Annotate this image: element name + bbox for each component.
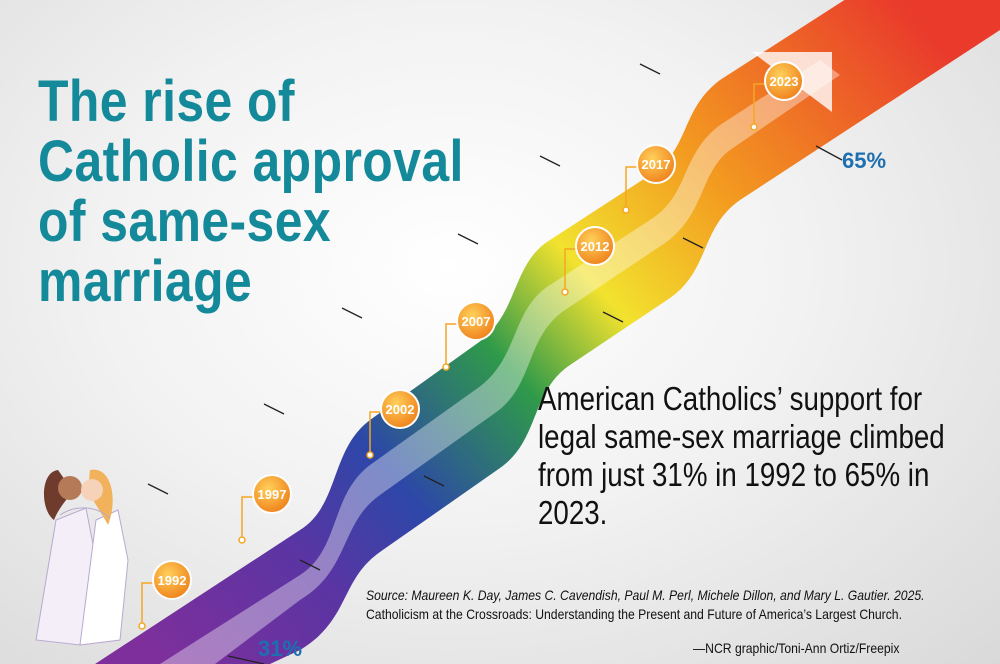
couple-illustration	[35, 469, 129, 646]
year-marker-2012: 2012	[561, 226, 615, 296]
year-marker-2002: 2002	[366, 389, 420, 459]
year-label: 2007	[462, 314, 491, 329]
marker-dot	[238, 536, 246, 544]
band-tick-marks	[147, 63, 843, 664]
marker-dot	[138, 622, 146, 630]
marker-dot	[750, 123, 758, 131]
year-marker-circle	[575, 226, 615, 266]
year-label: 2023	[770, 74, 799, 89]
graphic-credit: —NCR graphic/Toni-Ann Ortiz/Freepix	[693, 640, 900, 656]
year-marker-2023: 2023	[750, 61, 804, 131]
year-marker-circle	[764, 61, 804, 101]
year-marker-1992: 1992	[138, 560, 192, 630]
year-marker-circle	[380, 389, 420, 429]
source-book: Catholicism at the Crossroads: Understan…	[366, 606, 902, 622]
end-value-label: 65%	[842, 148, 886, 173]
source-citation: Source: Maureen K. Day, James C. Cavendi…	[366, 587, 925, 603]
year-marker-1997: 1997	[238, 474, 292, 544]
year-label: 1992	[158, 573, 187, 588]
year-markers: 1992 1997 2002 2007 2012 2017 2023	[138, 61, 804, 630]
year-label: 2017	[642, 157, 671, 172]
chart-subtitle: American Catholics’ support for legal sa…	[538, 380, 945, 531]
year-label: 2012	[581, 239, 610, 254]
year-marker-2007: 2007	[442, 301, 496, 371]
chart-title: The rise of Catholic approval of same-se…	[38, 69, 464, 314]
source-note: Source: Maureen K. Day, James C. Cavendi…	[366, 586, 992, 624]
year-marker-circle	[252, 474, 292, 514]
start-value-label: 31%	[258, 636, 302, 661]
year-marker-2017: 2017	[622, 144, 676, 214]
year-marker-circle	[636, 144, 676, 184]
marker-dot	[561, 288, 569, 296]
rainbow-band-highlight	[160, 60, 840, 664]
year-marker-circle	[456, 301, 496, 341]
year-label: 2002	[386, 402, 415, 417]
marker-dot	[366, 451, 374, 459]
marker-dot	[442, 363, 450, 371]
year-label: 1997	[258, 487, 287, 502]
year-marker-circle	[152, 560, 192, 600]
rainbow-band	[95, 0, 1000, 664]
marker-dot	[622, 206, 630, 214]
